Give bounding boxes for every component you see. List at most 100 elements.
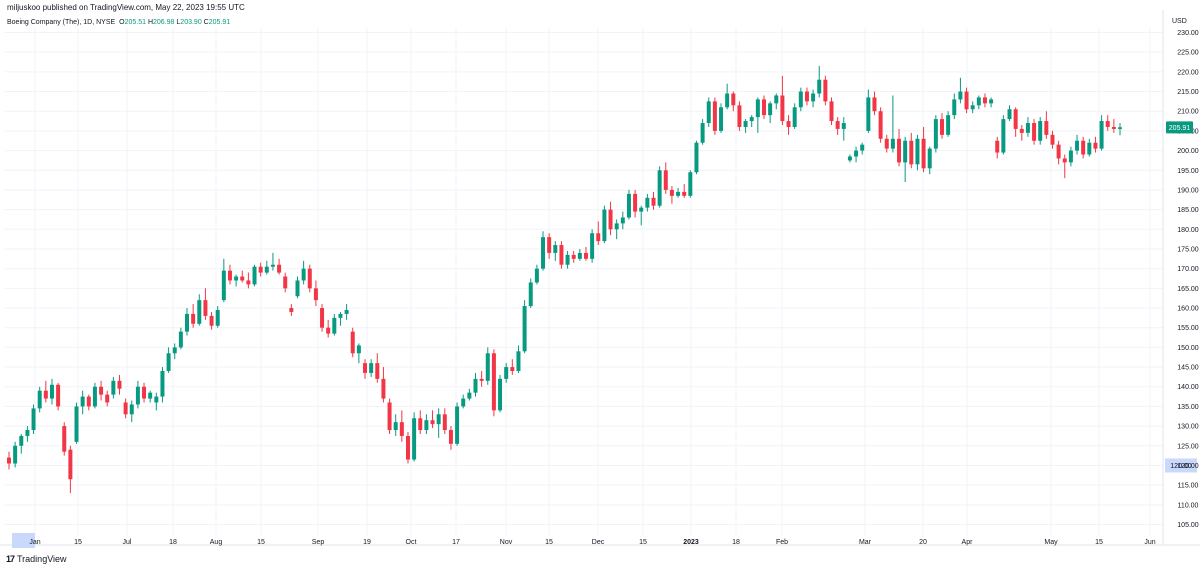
candle-body (19, 435, 24, 446)
price-tick-label: 210.00 (1177, 109, 1199, 116)
candle-body (86, 396, 91, 407)
price-tick-label: 110.00 (1178, 502, 1199, 509)
candle-body (1118, 127, 1122, 129)
candle-body (541, 237, 546, 269)
price-tick-label: 170.00 (1177, 266, 1199, 273)
candle-body (878, 111, 883, 139)
candle-body (995, 140, 1000, 153)
candle-body (1068, 150, 1073, 163)
price-tick-label: 125.00 (1177, 443, 1199, 450)
ohlc-values: O205.51 H206.98 L203.90 C205.91 (119, 19, 230, 26)
candle-body (117, 380, 122, 389)
candle-body (142, 386, 147, 399)
time-tick-label: Oct (406, 539, 417, 546)
price-tick-label: 175.00 (1177, 246, 1199, 253)
candle-body (461, 398, 466, 407)
tradingview-branding[interactable]: 17 TradingView (6, 554, 67, 564)
candle-body (866, 97, 871, 131)
candle-body (1001, 119, 1006, 153)
candle-body (1093, 142, 1098, 149)
open-label: O (119, 19, 125, 26)
candle-body (295, 280, 300, 297)
candle-body (860, 144, 865, 151)
candle-body (1111, 126, 1116, 129)
candle-body (246, 280, 251, 285)
candle-body (958, 91, 963, 100)
candle-body (1105, 121, 1110, 127)
time-tick-label: Dec (592, 539, 605, 546)
candle-body (307, 268, 312, 289)
candle-body (964, 91, 969, 110)
candle-body (522, 306, 527, 352)
candle-body (645, 197, 650, 208)
candle-body (160, 370, 165, 397)
candle-body (221, 270, 226, 301)
candle-body (982, 97, 987, 104)
price-tick-label: 150.00 (1177, 345, 1199, 352)
time-tick-label: 18 (169, 539, 177, 546)
candle-body (332, 317, 337, 334)
candle-body (381, 378, 386, 399)
candle-body (731, 93, 736, 106)
candle-body (596, 233, 601, 242)
candle-body (418, 418, 423, 431)
candle-body (602, 209, 607, 242)
candle-body (657, 170, 662, 206)
time-tick-label: 18 (732, 539, 740, 546)
candle-body (356, 345, 361, 354)
candle-body (363, 363, 368, 373)
candle-body (393, 422, 398, 431)
candle-body (270, 264, 275, 267)
price-tick-label: 115.00 (1178, 483, 1199, 490)
candle-body (166, 353, 171, 371)
low-label: L (176, 19, 181, 26)
brand-name: TradingView (17, 554, 67, 564)
time-tick-label: Aug (210, 539, 223, 546)
candle-body (1044, 121, 1049, 135)
candle-body (191, 313, 196, 324)
candle-body (252, 266, 257, 285)
candle-body (989, 99, 994, 104)
candle-body (565, 254, 570, 265)
price-tick-label: 230.00 (1177, 30, 1199, 37)
time-tick-label: Feb (776, 539, 788, 546)
close-label: C (203, 19, 209, 26)
candle-body (258, 266, 263, 273)
publish-info: miljuskoo published on TradingView.com, … (7, 3, 245, 12)
candle-body (639, 207, 644, 212)
candle-body (412, 418, 417, 460)
price-tick-label: 145.00 (1177, 365, 1199, 372)
last-price-label: 205.91 (1169, 125, 1191, 132)
time-tick-label: 15 (545, 539, 553, 546)
price-tick-label: 180.00 (1177, 227, 1199, 234)
candle-body (1032, 123, 1037, 141)
candle-body (534, 268, 539, 283)
candle-body (1025, 123, 1030, 133)
candle-body (473, 378, 478, 393)
candle-body (277, 264, 282, 273)
candle-body (105, 394, 110, 403)
crosshair-price-marker (1165, 458, 1197, 473)
candle-body (792, 107, 797, 127)
candle-body (620, 217, 625, 224)
candle-body (1019, 128, 1024, 133)
candle-body (970, 105, 975, 110)
candle-body (725, 93, 730, 108)
price-tick-label: 200.00 (1177, 148, 1199, 155)
time-tick-label: 17 (452, 539, 460, 546)
low-value: 203.90 (180, 19, 202, 26)
price-tick-label: 120.00 (1177, 463, 1199, 470)
candle-body (921, 138, 926, 169)
candle-body (909, 140, 914, 165)
candle-body (92, 386, 97, 407)
candle-body (25, 430, 30, 436)
candle-body (663, 170, 668, 190)
candle-body (123, 402, 128, 415)
candle-body (608, 209, 613, 230)
candle-body (424, 420, 429, 431)
price-tick-label: 135.00 (1177, 404, 1199, 411)
candle-body (915, 138, 920, 165)
candle-body (927, 148, 932, 169)
candle-body (31, 408, 36, 431)
